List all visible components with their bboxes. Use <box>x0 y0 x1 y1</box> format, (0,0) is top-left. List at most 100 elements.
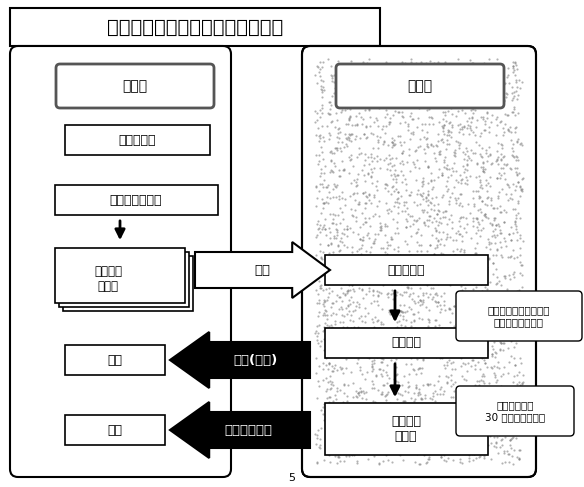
Point <box>383 258 392 265</box>
Point <box>402 223 411 231</box>
Point <box>426 284 436 292</box>
Point <box>393 108 402 116</box>
Point <box>339 381 349 389</box>
Point <box>408 311 418 318</box>
Point <box>391 175 401 183</box>
Point <box>405 168 414 175</box>
Point <box>378 326 388 334</box>
Point <box>513 66 522 74</box>
Point <box>442 187 451 195</box>
Point <box>329 72 339 79</box>
Point <box>512 390 522 397</box>
Point <box>495 226 505 234</box>
Point <box>453 121 463 129</box>
Point <box>450 273 459 281</box>
Point <box>516 310 526 318</box>
Point <box>479 168 489 176</box>
Point <box>465 430 475 438</box>
Point <box>462 124 471 132</box>
Point <box>498 145 507 152</box>
Point <box>443 406 452 414</box>
Point <box>371 252 380 260</box>
Point <box>425 290 434 298</box>
Point <box>336 234 346 242</box>
Point <box>363 133 372 141</box>
Point <box>349 451 359 459</box>
Point <box>406 56 416 63</box>
Point <box>410 415 419 423</box>
Point <box>380 381 389 389</box>
Point <box>495 308 505 316</box>
Point <box>499 447 509 454</box>
Point <box>440 433 450 441</box>
Point <box>353 230 363 238</box>
Point <box>359 259 368 266</box>
Point <box>404 284 413 292</box>
Point <box>492 304 502 312</box>
Point <box>311 131 321 138</box>
Point <box>330 392 339 399</box>
Point <box>515 251 524 259</box>
Point <box>444 119 454 127</box>
Point <box>386 262 395 270</box>
Point <box>361 199 370 206</box>
Point <box>447 224 457 232</box>
Point <box>338 297 347 304</box>
Point <box>335 204 344 212</box>
Point <box>340 291 349 299</box>
Point <box>312 183 321 190</box>
Point <box>401 288 411 296</box>
Point <box>406 232 416 240</box>
Point <box>419 82 428 90</box>
Point <box>314 132 324 140</box>
Point <box>475 220 484 228</box>
Point <box>387 356 396 363</box>
Point <box>508 180 517 187</box>
Point <box>465 293 474 301</box>
Point <box>464 84 473 92</box>
Point <box>517 316 527 324</box>
Point <box>367 360 376 368</box>
Point <box>449 456 458 464</box>
Point <box>342 98 351 106</box>
Point <box>338 157 347 165</box>
Point <box>512 152 521 160</box>
Point <box>330 211 339 219</box>
Point <box>352 189 361 197</box>
Point <box>336 439 345 447</box>
Point <box>351 196 360 204</box>
Point <box>475 453 484 461</box>
Point <box>460 325 469 333</box>
Point <box>500 128 509 136</box>
Point <box>498 370 507 377</box>
Point <box>399 258 409 265</box>
Point <box>475 178 485 186</box>
Point <box>327 349 336 356</box>
Point <box>415 75 425 83</box>
Point <box>475 193 485 201</box>
Point <box>508 58 517 66</box>
Point <box>427 295 436 302</box>
Point <box>451 289 461 297</box>
Point <box>404 328 413 336</box>
Point <box>426 419 435 427</box>
Point <box>353 359 362 367</box>
Point <box>499 339 508 347</box>
Point <box>354 314 363 322</box>
Point <box>399 301 409 309</box>
Point <box>346 112 355 120</box>
Point <box>423 67 432 75</box>
Point <box>499 272 508 280</box>
Point <box>429 184 438 191</box>
Point <box>412 78 422 86</box>
Point <box>493 160 502 168</box>
Point <box>395 427 405 434</box>
Point <box>483 89 492 96</box>
Point <box>449 388 458 395</box>
Point <box>387 144 397 151</box>
Point <box>385 114 394 122</box>
Point <box>423 279 433 287</box>
Point <box>312 434 321 442</box>
Point <box>509 289 519 297</box>
Point <box>415 390 425 397</box>
